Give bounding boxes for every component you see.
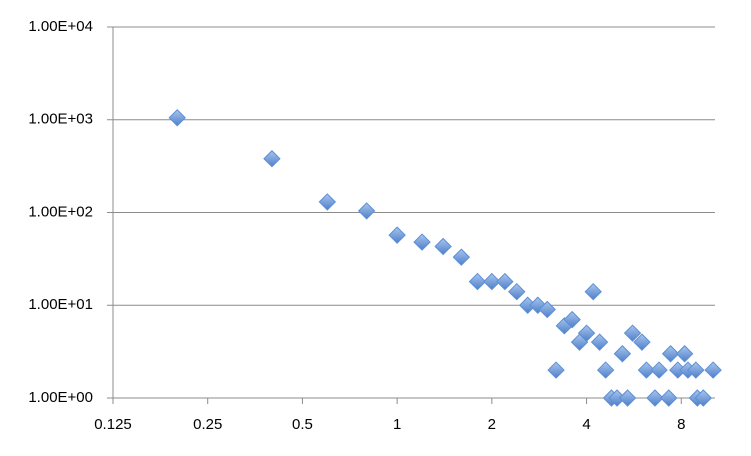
y-tick-label: 1.00E+00 bbox=[28, 389, 93, 406]
point bbox=[508, 282, 526, 301]
point bbox=[452, 248, 471, 266]
y-tick-label: 1.00E+04 bbox=[28, 18, 93, 35]
point bbox=[660, 389, 678, 407]
point bbox=[704, 361, 722, 379]
point bbox=[623, 324, 642, 342]
point bbox=[318, 193, 337, 211]
point bbox=[675, 345, 694, 363]
x-tick-label: 8 bbox=[677, 416, 685, 433]
x-tick-label: 4 bbox=[582, 416, 590, 433]
point bbox=[618, 389, 637, 407]
x-tick-label: 0.5 bbox=[292, 416, 313, 433]
x-tick-label: 1 bbox=[393, 416, 401, 433]
point bbox=[650, 361, 668, 379]
x-tick-label: 0.125 bbox=[94, 416, 132, 433]
point bbox=[661, 345, 680, 363]
point bbox=[496, 272, 514, 291]
point bbox=[357, 202, 376, 220]
point bbox=[434, 237, 452, 256]
y-tick-label: 1.00E+03 bbox=[28, 111, 93, 128]
point bbox=[529, 296, 547, 314]
point bbox=[263, 150, 281, 168]
x-tick-label: 2 bbox=[488, 416, 496, 433]
y-tick-label: 1.00E+01 bbox=[28, 296, 93, 313]
x-tick-label: 0.25 bbox=[193, 416, 222, 433]
point bbox=[637, 361, 656, 379]
point bbox=[538, 300, 556, 319]
point bbox=[646, 389, 664, 407]
point bbox=[483, 272, 501, 291]
point bbox=[468, 272, 487, 291]
point bbox=[413, 233, 431, 251]
point bbox=[613, 345, 632, 363]
point bbox=[563, 310, 581, 329]
point bbox=[168, 109, 186, 127]
point bbox=[547, 361, 565, 379]
point bbox=[584, 282, 602, 301]
point bbox=[596, 361, 615, 379]
point bbox=[687, 361, 705, 379]
point bbox=[694, 389, 713, 407]
point bbox=[577, 324, 596, 342]
point bbox=[633, 333, 651, 351]
point bbox=[388, 226, 406, 244]
point bbox=[590, 333, 609, 351]
y-tick-label: 1.00E+02 bbox=[28, 203, 93, 220]
